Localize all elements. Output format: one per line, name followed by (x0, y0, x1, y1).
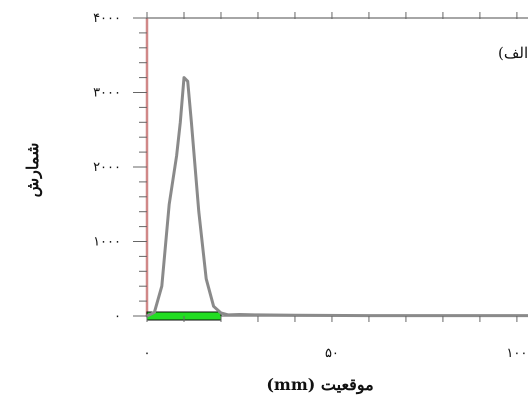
x-tick-label: ۱۰۰ (506, 346, 527, 361)
y-tick-label: ۳۰۰۰ (93, 86, 121, 101)
x-tick-label: ۵۰ (325, 346, 339, 361)
panel-label: (الف) (498, 44, 528, 62)
y-tick-label: ۴۰۰۰ (93, 11, 121, 26)
y-tick-label: ۲۰۰۰ (93, 160, 121, 175)
y-tick-label: ۰ (114, 309, 121, 324)
x-tick-label: ۰ (144, 346, 151, 361)
series-line-0 (145, 76, 528, 318)
y-axis-title: شمارش (23, 143, 43, 198)
x-axis-title: موقعیت (mm) (266, 375, 373, 395)
y-tick-label: ۱۰۰۰ (93, 235, 121, 250)
